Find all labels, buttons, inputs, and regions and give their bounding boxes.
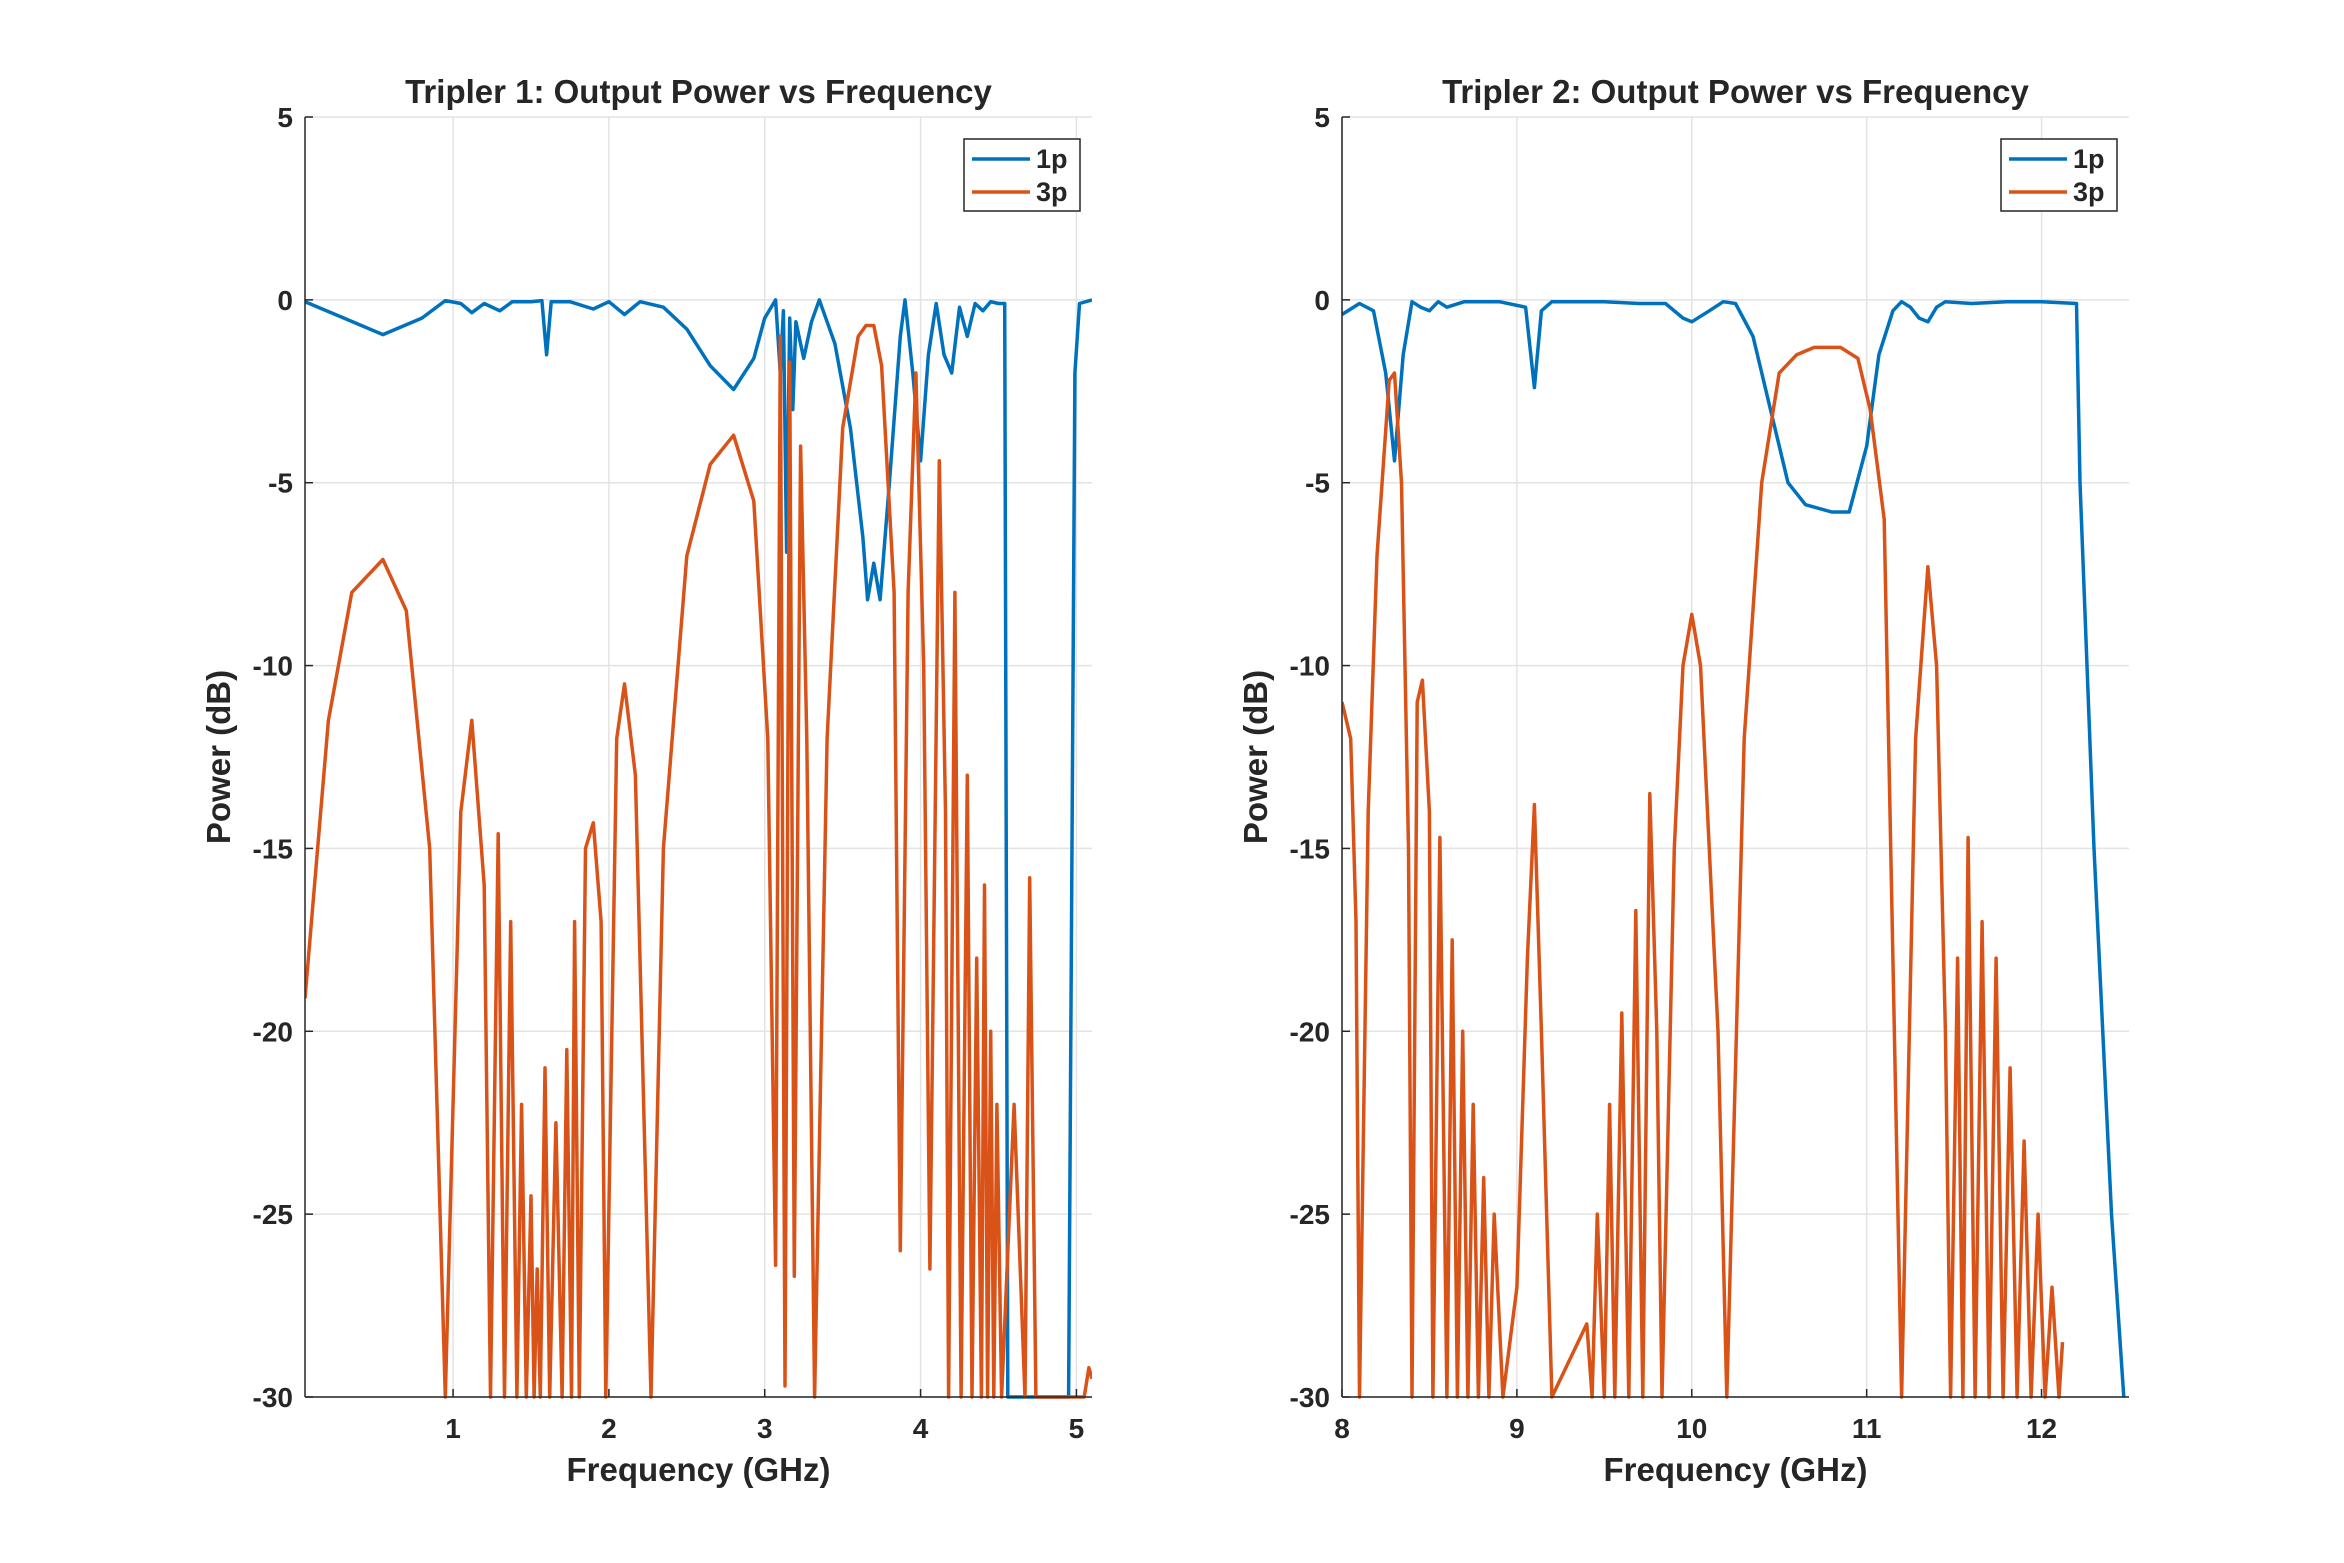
legend-label-1p: 1p [2073, 144, 2105, 174]
y-tick-label: -5 [268, 468, 293, 499]
y-tick-label: -5 [1305, 468, 1330, 499]
legend-label-3p: 3p [2073, 177, 2105, 207]
legend-label-1p: 1p [1036, 144, 1068, 174]
y-tick-label: 5 [1314, 102, 1330, 133]
x-tick-label: 2 [601, 1413, 617, 1444]
legend-box [2000, 138, 2118, 212]
legend-label-3p: 3p [1036, 177, 1068, 207]
y-axis-label: Power (dB) [200, 670, 237, 844]
y-tick-label: -20 [253, 1016, 293, 1047]
y-tick-label: -30 [1290, 1382, 1330, 1413]
chart-title: Tripler 2: Output Power vs Frequency [1442, 73, 2029, 110]
x-tick-label: 12 [2026, 1413, 2057, 1444]
y-tick-label: -10 [253, 651, 293, 682]
x-tick-label: 4 [913, 1413, 929, 1444]
series-line-1p [1342, 299, 2126, 1398]
series-line-1p [305, 298, 1092, 1399]
x-tick-label: 11 [1852, 1413, 1882, 1444]
x-axis-label: Frequency (GHz) [1603, 1451, 1867, 1488]
y-tick-label: 0 [1314, 285, 1330, 316]
y-tick-label: 0 [277, 285, 293, 316]
y-tick-label: -10 [1290, 651, 1330, 682]
x-tick-label: 5 [1069, 1413, 1085, 1444]
plot-tripler-2: 8 9 10 11 12 5 0 -5 -10 -15 -20 -25 -30 Tripler 2: Ou… [1237, 73, 2129, 1488]
y-axis-label: Power (dB) [1237, 670, 1274, 844]
x-tick-label: 3 [757, 1413, 773, 1444]
chart-title: Tripler 1: Output Power vs Frequency [405, 73, 992, 110]
y-tick-label: 5 [277, 102, 293, 133]
x-tick-label: 8 [1334, 1413, 1350, 1444]
y-tick-label: -25 [253, 1199, 293, 1230]
y-tick-label: -25 [1290, 1199, 1330, 1230]
x-axis-label: Frequency (GHz) [566, 1451, 830, 1488]
plot-tripler-1: 1 2 3 4 5 5 0 -5 -10 -15 -20 -25 -30 Tripler 1: Outpu… [200, 73, 1092, 1488]
x-tick-label: 1 [445, 1413, 461, 1444]
x-tick-label: 10 [1676, 1413, 1707, 1444]
legend-box [963, 138, 1081, 212]
y-tick-label: -20 [1290, 1016, 1330, 1047]
x-tick-label: 9 [1509, 1413, 1525, 1444]
y-tick-label: -30 [253, 1382, 293, 1413]
y-tick-label: -15 [1290, 833, 1330, 864]
y-tick-label: -15 [253, 833, 293, 864]
